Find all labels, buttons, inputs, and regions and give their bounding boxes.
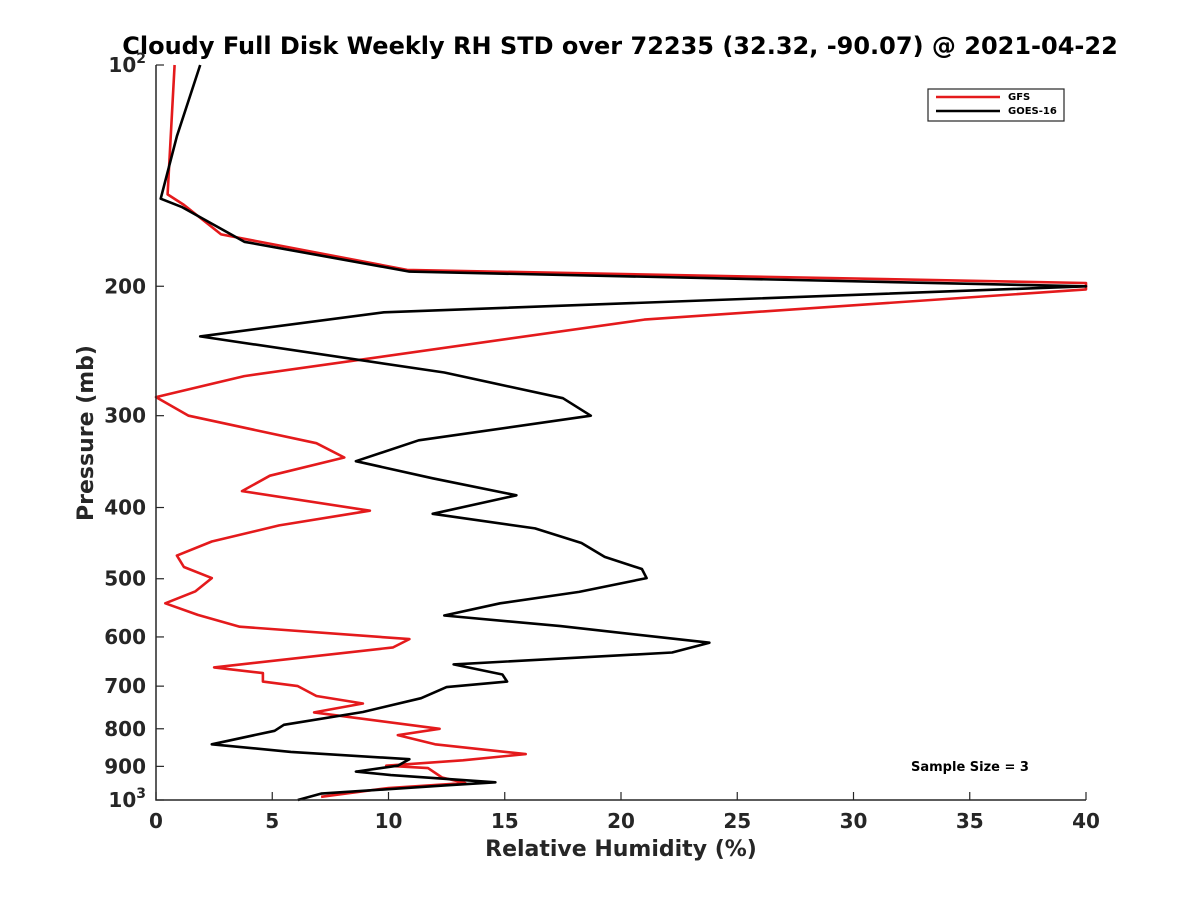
chart-title: Cloudy Full Disk Weekly RH STD over 7223… (122, 32, 1118, 60)
y-tick-label: 300 (104, 404, 146, 428)
series-layer (154, 64, 1088, 802)
x-tick-label: 30 (840, 809, 868, 833)
y-tick-label: 900 (104, 754, 146, 778)
x-tick-label: 15 (491, 809, 519, 833)
x-tick-label: 40 (1072, 809, 1100, 833)
y-tick-label: 800 (104, 717, 146, 741)
sample-size-annotation: Sample Size = 3 (911, 760, 1029, 775)
x-axis: 0 5 10 15 20 25 30 35 40 (149, 792, 1100, 833)
legend-label-gfs: GFS (1008, 92, 1030, 103)
legend-label-goes16: GOES-16 (1008, 106, 1057, 117)
series-line-gfs (154, 64, 1088, 799)
y-axis: 102 200 300 400 500 600 700 800 900 103 (104, 51, 164, 812)
x-tick-label: 20 (607, 809, 635, 833)
x-tick-label: 5 (265, 809, 279, 833)
y-tick-label: 103 (108, 786, 146, 812)
y-tick-label: 400 (104, 496, 146, 520)
y-tick-label: 700 (104, 674, 146, 698)
y-tick-label: 200 (104, 274, 146, 298)
x-axis-label: Relative Humidity (%) (485, 837, 757, 862)
legend-box (927, 88, 1065, 122)
x-tick-label: 10 (375, 809, 403, 833)
y-tick-label: 102 (108, 51, 146, 77)
y-axis-label: Pressure (mb) (74, 345, 99, 521)
x-tick-label: 25 (723, 809, 751, 833)
legend: GFS GOES-16 (927, 88, 1065, 122)
x-tick-label: 35 (956, 809, 984, 833)
series-line-goes16 (159, 64, 1088, 802)
y-tick-label: 500 (104, 567, 146, 591)
y-tick-label: 600 (104, 625, 146, 649)
x-tick-label: 0 (149, 809, 163, 833)
